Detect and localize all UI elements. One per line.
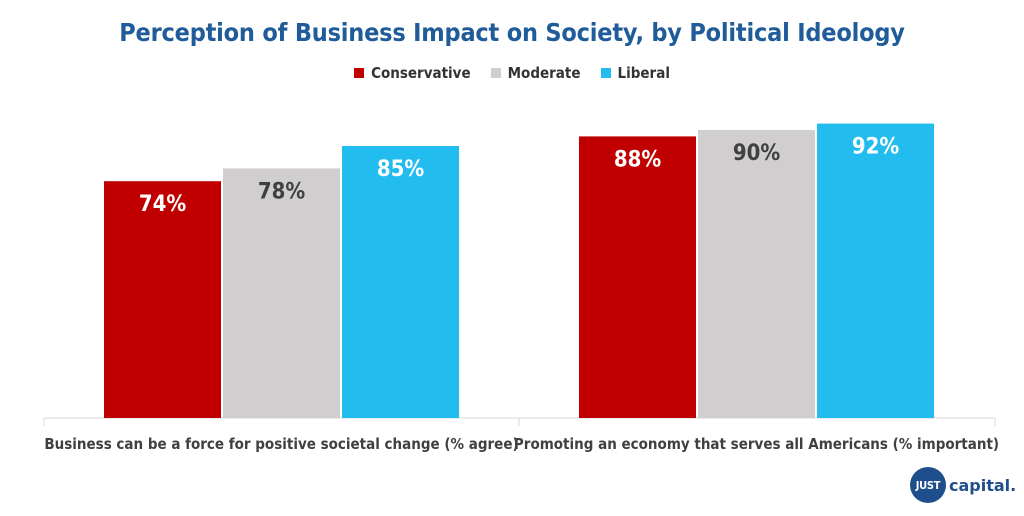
legend-item-moderate: Moderate [490, 64, 581, 82]
legend-swatch-moderate [490, 68, 501, 78]
legend-label-moderate: Moderate [507, 64, 581, 82]
legend-item-conservative: Conservative [354, 64, 471, 82]
bar-liberal-0 [342, 146, 459, 418]
logo-circle: JUST [910, 467, 946, 503]
legend-label-conservative: Conservative [371, 64, 471, 82]
bar-liberal-1 [817, 123, 934, 418]
category-label-1: Promoting an economy that serves all Ame… [514, 435, 999, 453]
logo-wordmark: capital. [949, 476, 1016, 495]
bar-moderate-0 [223, 168, 340, 418]
logo-dot: . [1010, 475, 1017, 495]
bar-conservative-1 [579, 136, 696, 418]
data-label-conservative-0: 74% [139, 192, 187, 217]
data-label-liberal-0: 85% [377, 157, 425, 182]
legend-label-liberal: Liberal [617, 64, 670, 82]
logo-word: capital [949, 475, 1011, 495]
data-label-conservative-1: 88% [614, 147, 662, 172]
legend: Conservative Moderate Liberal [0, 64, 1024, 82]
category-label-0: Business can be a force for positive soc… [44, 435, 518, 453]
legend-swatch-liberal [600, 68, 611, 78]
bar-moderate-1 [698, 130, 815, 418]
legend-swatch-conservative [354, 68, 365, 78]
data-label-moderate-0: 78% [258, 179, 306, 204]
bar-conservative-0 [104, 181, 221, 418]
data-label-liberal-1: 92% [852, 135, 900, 160]
legend-item-liberal: Liberal [600, 64, 670, 82]
chart-title: Perception of Business Impact on Society… [119, 18, 905, 47]
data-label-moderate-1: 90% [733, 141, 781, 166]
just-capital-logo: JUST capital. [910, 467, 1016, 503]
